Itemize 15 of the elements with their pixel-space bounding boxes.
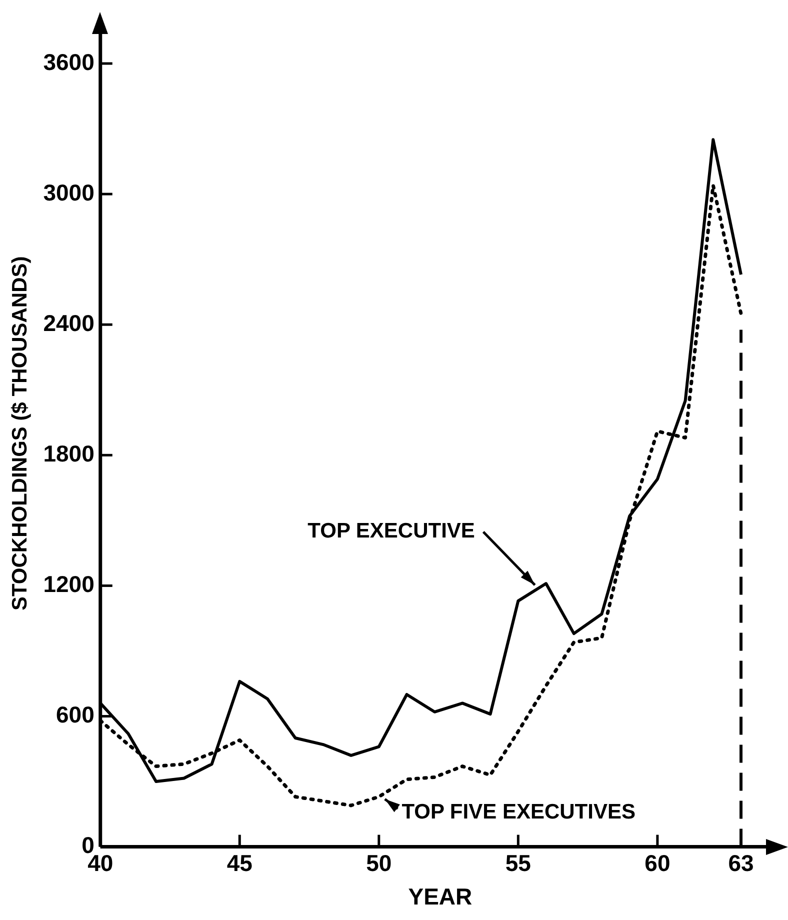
x-tick-label: 60 bbox=[644, 850, 670, 876]
annotation: TOP EXECUTIVE bbox=[308, 520, 475, 543]
y-tick-label: 2400 bbox=[43, 310, 94, 336]
x-tick-label: 55 bbox=[505, 850, 532, 876]
x-tick-label: 63 bbox=[728, 850, 754, 876]
y-tick-label: 3000 bbox=[43, 179, 94, 206]
annotation: TOP FIVE EXECUTIVES bbox=[402, 800, 636, 824]
y-tick-label: 1800 bbox=[43, 440, 94, 466]
x-tick-label: 45 bbox=[226, 850, 253, 876]
y-tick-label: 3600 bbox=[43, 48, 94, 75]
y-tick-label: 600 bbox=[56, 702, 94, 728]
x-axis-title: YEAR bbox=[408, 884, 473, 910]
x-tick-label: 50 bbox=[366, 850, 392, 876]
y-axis-title: STOCKHOLDINGS ($ THOUSANDS) bbox=[8, 256, 32, 611]
y-tick-label: 1200 bbox=[43, 571, 94, 598]
